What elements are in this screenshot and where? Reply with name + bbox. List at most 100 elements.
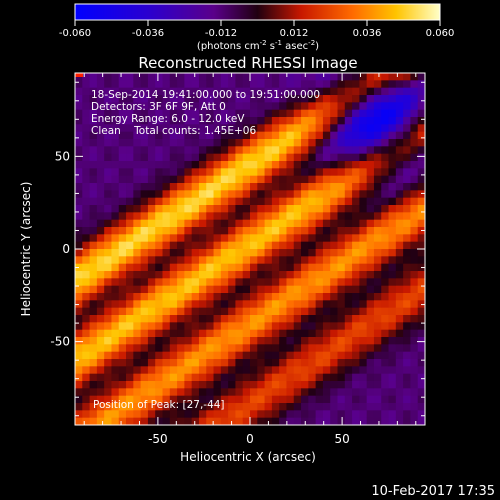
heatmap-cell — [286, 359, 295, 367]
heatmap-cell — [184, 95, 193, 103]
heatmap-cell — [89, 373, 98, 382]
heatmap-cell — [359, 300, 368, 309]
heatmap-cell — [388, 161, 397, 169]
heatmap-cell — [250, 197, 258, 206]
heatmap-cell — [104, 205, 112, 213]
heatmap-cell — [133, 417, 142, 426]
heatmap-cell — [147, 381, 156, 389]
heatmap-cell — [417, 234, 426, 243]
heatmap-cell — [308, 183, 317, 191]
heatmap-cell — [111, 366, 120, 375]
heatmap-cell — [388, 131, 397, 140]
heatmap-cell — [286, 205, 295, 213]
heatmap-cell — [169, 219, 178, 228]
heatmap-cell — [308, 366, 317, 375]
heatmap-cell — [191, 293, 200, 301]
heatmap-cell — [373, 131, 382, 140]
heatmap-cell — [352, 307, 360, 316]
heatmap-cell — [257, 227, 265, 235]
heatmap-cell — [111, 212, 120, 221]
heatmap-cell — [147, 315, 156, 323]
heatmap-cell — [228, 373, 236, 382]
heatmap-cell — [301, 388, 309, 397]
heatmap-cell — [96, 234, 105, 243]
heatmap-cell — [118, 124, 127, 133]
heatmap-cell — [330, 241, 338, 250]
heatmap-cell — [257, 307, 265, 316]
heatmap-cell — [366, 190, 375, 199]
heatmap-cell — [337, 329, 346, 338]
heatmap-cell — [96, 373, 105, 382]
heatmap-cell — [308, 410, 317, 419]
heatmap-cell — [235, 227, 244, 235]
heatmap-cell — [410, 205, 419, 213]
heatmap-cell — [242, 388, 251, 397]
heatmap-cell — [155, 161, 163, 169]
heatmap-cell — [410, 417, 419, 426]
heatmap-cell — [242, 249, 251, 257]
heatmap-cell — [322, 161, 331, 169]
heatmap-cell — [417, 388, 426, 397]
heatmap-cell — [140, 241, 149, 250]
heatmap-cell — [410, 219, 419, 228]
heatmap-cell — [220, 359, 229, 367]
heatmap-cell — [75, 190, 83, 199]
heatmap-cell — [242, 153, 251, 162]
heatmap-cell — [191, 161, 200, 169]
heatmap-cell — [213, 249, 222, 257]
heatmap-cell — [155, 403, 163, 411]
heatmap-cell — [133, 278, 142, 287]
heatmap-cell — [235, 183, 244, 191]
heatmap-cell — [104, 359, 112, 367]
heatmap-cell — [155, 322, 163, 331]
heatmap-cell — [82, 359, 90, 367]
heatmap-cell — [126, 161, 134, 169]
heatmap-cell — [257, 278, 265, 287]
heatmap-cell — [279, 410, 287, 419]
heatmap-cell — [162, 87, 171, 96]
heatmap-cell — [337, 278, 346, 287]
heatmap-cell — [198, 417, 207, 426]
heatmap-cell — [126, 307, 134, 316]
heatmap-cell — [96, 315, 105, 323]
heatmap-cell — [155, 73, 163, 81]
heatmap-cell — [315, 212, 324, 221]
heatmap-cell — [242, 337, 251, 345]
heatmap-cell — [213, 197, 222, 206]
heatmap-cell — [366, 95, 375, 103]
heatmap-cell — [352, 131, 360, 140]
heatmap-cell — [279, 227, 287, 235]
heatmap-cell — [75, 366, 83, 375]
heatmap-cell — [286, 285, 295, 294]
heatmap-cell — [271, 183, 280, 191]
heatmap-cell — [96, 197, 105, 206]
heatmap-cell — [220, 263, 229, 272]
heatmap-cell — [96, 109, 105, 118]
heatmap-cell — [89, 95, 98, 103]
heatmap-cell — [162, 227, 171, 235]
heatmap-cell — [111, 117, 120, 125]
heatmap-cell — [198, 241, 207, 250]
heatmap-cell — [330, 344, 338, 353]
heatmap-cell — [322, 337, 331, 345]
heatmap-cell — [337, 168, 346, 177]
heatmap-cell — [155, 205, 163, 213]
heatmap-cell — [279, 102, 287, 111]
heatmap-cell — [191, 395, 200, 404]
heatmap-cell — [89, 293, 98, 301]
heatmap-cell — [155, 175, 163, 184]
heatmap-cell — [403, 153, 411, 162]
heatmap-cell — [410, 373, 419, 382]
heatmap-cell — [242, 322, 251, 331]
heatmap-cell — [344, 417, 353, 426]
heatmap-cell — [410, 395, 419, 404]
heatmap-cell — [162, 410, 171, 419]
heatmap-cell — [344, 322, 353, 331]
heatmap-cell — [228, 410, 236, 419]
heatmap-cell — [293, 153, 302, 162]
heatmap-cell — [96, 73, 105, 81]
heatmap-cell — [104, 109, 112, 118]
heatmap-cell — [242, 190, 251, 199]
heatmap-cell — [366, 109, 375, 118]
